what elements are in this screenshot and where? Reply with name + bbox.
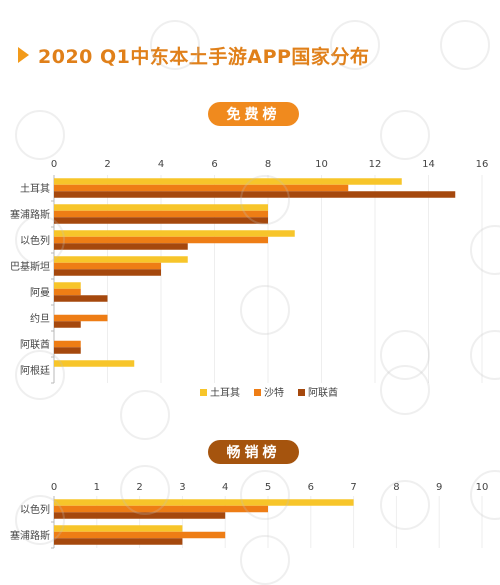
bar: [54, 282, 81, 289]
legend-swatch: [200, 389, 207, 396]
bar: [54, 321, 81, 328]
bar: [54, 230, 295, 237]
watermark-logo-icon: [15, 215, 65, 265]
x-tick-label: 4: [222, 482, 228, 493]
watermark-logo-icon: [330, 20, 380, 70]
bar: [54, 204, 268, 211]
category-label: 阿联酋: [20, 338, 50, 351]
bar: [54, 347, 81, 354]
bar: [54, 210, 268, 218]
watermark-logo-icon: [15, 495, 65, 545]
category-label: 土耳其: [20, 182, 50, 195]
watermark-logo-icon: [240, 175, 290, 225]
bar: [54, 256, 188, 263]
category-label: 阿曼: [30, 287, 50, 299]
watermark-logo-icon: [380, 110, 430, 160]
x-tick-label: 0: [51, 482, 57, 493]
watermark-logo-icon: [440, 20, 490, 70]
page-title-text: 2020 Q1中东本土手游APP国家分布: [38, 45, 370, 68]
legend-label: 阿联酋: [308, 386, 338, 399]
bar: [54, 360, 135, 367]
bar: [54, 217, 268, 224]
bar: [54, 340, 81, 348]
watermark-logo-icon: [240, 470, 290, 520]
x-tick-label: 6: [211, 159, 217, 170]
page-title: 2020 Q1中东本土手游APP国家分布: [18, 40, 369, 70]
x-tick-label: 6: [308, 482, 314, 493]
bar: [54, 269, 161, 276]
bar: [54, 538, 183, 545]
watermark-logo-icon: [380, 365, 430, 415]
x-tick-label: 1: [94, 482, 100, 493]
watermark-logo-icon: [15, 350, 65, 400]
x-tick-label: 12: [369, 159, 382, 170]
x-tick-label: 7: [350, 482, 356, 493]
x-tick-label: 10: [315, 159, 328, 170]
grossing-chart-label: 畅销榜: [208, 440, 299, 464]
x-tick-label: 9: [436, 482, 442, 493]
watermark-logo-icon: [15, 110, 65, 160]
bar: [54, 243, 188, 250]
x-tick-label: 4: [158, 159, 164, 170]
bar: [54, 512, 226, 519]
x-tick-label: 8: [265, 159, 271, 170]
legend-label: 土耳其: [210, 386, 240, 399]
category-label: 约旦: [30, 312, 50, 325]
watermark-logo-icon: [120, 390, 170, 440]
bar: [54, 525, 183, 532]
watermark-logo-icon: [380, 480, 430, 530]
bar: [54, 184, 349, 192]
x-tick-label: 16: [476, 159, 489, 170]
x-tick-label: 2: [104, 159, 110, 170]
title-marker-icon: [18, 47, 29, 63]
bar: [54, 499, 354, 506]
legend-label: 沙特: [264, 387, 284, 399]
watermark-logo-icon: [240, 535, 290, 585]
watermark-logo-icon: [120, 465, 170, 515]
bar: [54, 295, 108, 302]
watermark-logo-icon: [240, 285, 290, 335]
bar: [54, 262, 161, 270]
x-tick-label: 3: [179, 482, 185, 493]
bar: [54, 314, 108, 322]
bar: [54, 236, 268, 244]
bar: [54, 288, 81, 296]
bar: [54, 531, 226, 539]
legend-swatch: [254, 389, 261, 396]
free-chart-label: 免费榜: [208, 102, 299, 126]
x-tick-label: 14: [422, 159, 435, 170]
x-tick-label: 0: [51, 159, 57, 170]
bar: [54, 178, 402, 185]
legend-swatch: [298, 389, 305, 396]
watermark-logo-icon: [150, 20, 200, 70]
